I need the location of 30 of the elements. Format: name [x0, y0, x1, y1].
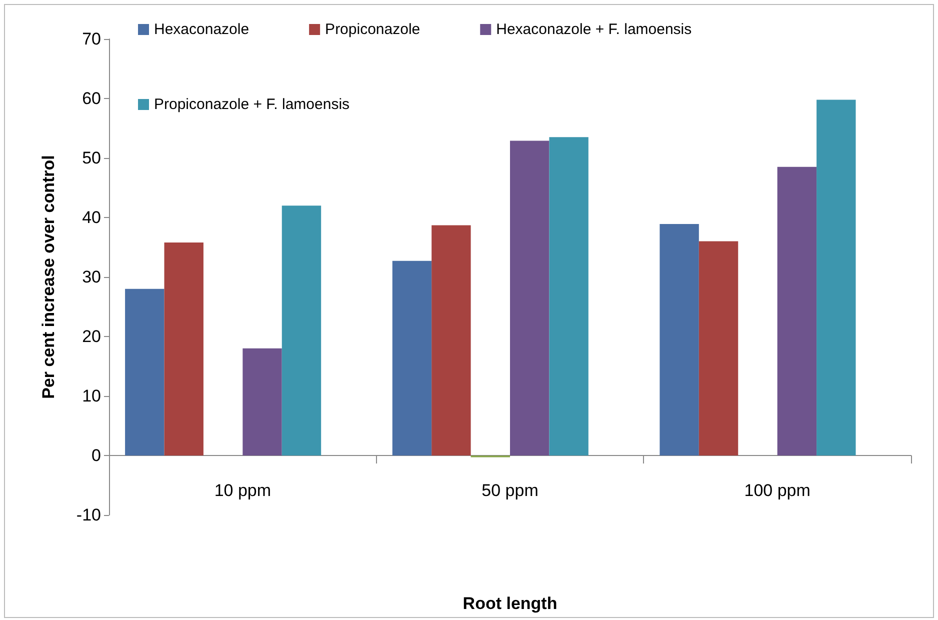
y-tick-label: 30	[82, 268, 101, 286]
bar	[242, 348, 282, 456]
bar	[432, 225, 471, 456]
bar	[660, 224, 699, 456]
legend-label: Propiconazole	[325, 21, 420, 38]
bar	[816, 100, 856, 456]
legend-label: Propiconazole + F. lamoensis	[154, 96, 350, 113]
y-tick-label: 10	[82, 386, 101, 406]
legend-label: Hexaconazole	[154, 21, 250, 38]
y-tick-label: -10	[76, 506, 101, 524]
bar	[164, 242, 204, 456]
bar	[282, 206, 322, 456]
y-tick-label: 20	[82, 327, 101, 346]
x-tick-label: 10 ppm	[214, 481, 272, 500]
x-tick-label: 100 ppm	[744, 481, 810, 500]
x-axis-title: Root length	[462, 594, 558, 613]
bar	[698, 241, 738, 456]
y-tick-label: 40	[82, 208, 101, 227]
legend-label: Hexaconazole + F. lamoensis	[496, 21, 692, 38]
y-tick-label: 0	[92, 446, 101, 465]
bar	[549, 137, 588, 456]
y-tick-label: 50	[82, 148, 101, 168]
bar	[125, 288, 164, 456]
x-tick-label: 50 ppm	[482, 481, 538, 500]
y-tick-label: 70	[82, 30, 101, 48]
y-tick-label: 60	[82, 89, 101, 108]
bar	[392, 260, 432, 456]
bar	[777, 166, 817, 456]
bar	[510, 140, 550, 456]
y-axis-title: Per cent increase over control	[39, 155, 58, 399]
